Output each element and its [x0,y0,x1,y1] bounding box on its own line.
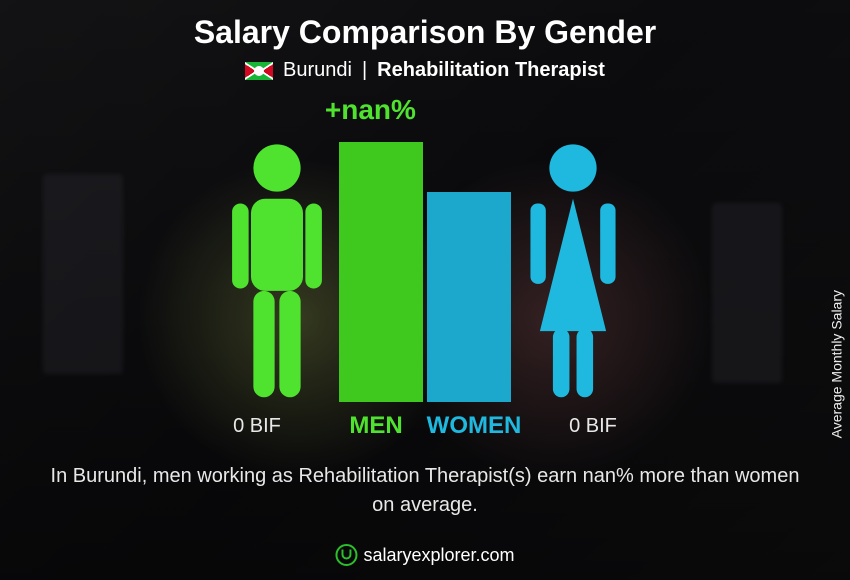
men-value-label: 0 BIF [187,415,327,438]
women-icon-col [513,102,633,402]
y-axis-label: Average Monthly Salary [828,290,844,438]
page-title: Salary Comparison By Gender [194,14,656,51]
description-text: In Burundi, men working as Rehabilitatio… [45,462,805,520]
burundi-flag-icon [245,62,273,80]
chart-labels-row: 0 BIF MEN WOMEN 0 BIF [187,412,663,440]
subtitle-row: Burundi | Rehabilitation Therapist [245,59,605,82]
women-cat-label: WOMEN [425,412,523,440]
country-label: Burundi [283,59,352,82]
salaryexplorer-logo-icon [335,544,357,566]
footer: salaryexplorer.com [335,544,514,566]
job-label: Rehabilitation Therapist [377,59,605,82]
woman-icon [513,142,633,402]
separator: | [362,59,367,82]
men-bar [339,142,423,402]
gender-salary-chart: +nan% [217,102,633,402]
pct-diff-label: +nan% [325,94,416,126]
women-value-label: 0 BIF [523,415,663,438]
women-bar [427,192,511,402]
footer-text: salaryexplorer.com [363,545,514,566]
man-icon [217,142,337,402]
men-icon-col [217,102,337,402]
infographic-content: Salary Comparison By Gender Burundi | Re… [0,0,850,580]
men-cat-label: MEN [327,412,425,440]
